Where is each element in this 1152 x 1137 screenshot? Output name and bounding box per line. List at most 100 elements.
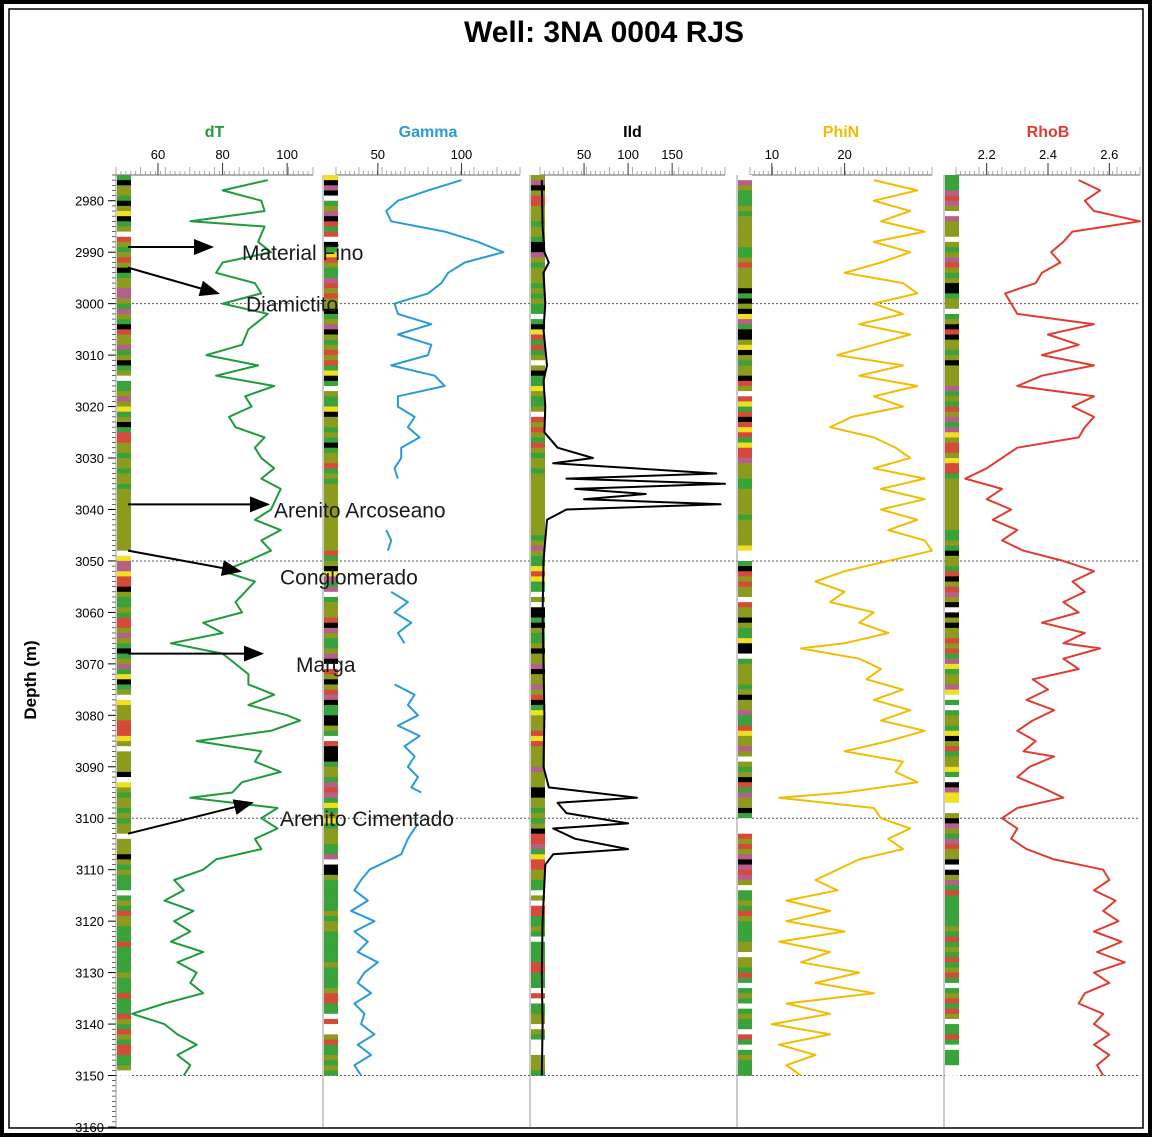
lithology-band (531, 216, 545, 222)
lithology-band (738, 535, 752, 541)
lithology-band (738, 674, 752, 680)
lithology-band (324, 936, 338, 943)
lithology-band (324, 509, 338, 515)
lithology-band (531, 283, 545, 289)
lithology-band (531, 360, 545, 366)
lithology-band (324, 432, 338, 438)
depth-tick-label: 3090 (75, 760, 104, 775)
lithology-band (738, 437, 752, 443)
lithology-band (324, 175, 338, 181)
lithology-band (531, 365, 545, 371)
lithology-band (531, 1065, 545, 1071)
lithology-band (738, 283, 752, 289)
lithology-band (324, 257, 338, 263)
lithology-band (117, 838, 131, 845)
track-phin: PhiN 10 20 (736, 124, 933, 1127)
lithology-band (945, 360, 959, 366)
lithology-band (531, 1003, 545, 1009)
lithology-band (117, 324, 131, 330)
lithology-band (117, 967, 131, 973)
lithology-band (531, 1013, 545, 1020)
lithology-band (117, 236, 131, 243)
lithology-band (324, 319, 338, 325)
lithology-band (324, 843, 338, 850)
lithology-band (738, 1013, 752, 1020)
lithology-band (117, 550, 131, 557)
lithology-band (117, 859, 131, 865)
lithology-band (738, 241, 752, 248)
lithology-band (531, 303, 545, 310)
lithology-band (945, 813, 959, 819)
lithology-band (738, 252, 752, 258)
lithology-band (531, 313, 545, 320)
lithology-band (945, 427, 959, 433)
lithology-band (945, 514, 959, 521)
lithology-band (117, 746, 131, 752)
lithology-band (324, 241, 338, 248)
lithology-band (738, 313, 752, 320)
depth-tick-label: 3150 (75, 1069, 104, 1084)
lithology-band (531, 777, 545, 783)
lithology-band (531, 864, 545, 871)
lithology-band (324, 535, 338, 541)
lithology-band (117, 849, 131, 855)
lithology-band (324, 895, 338, 901)
lithology-band (738, 982, 752, 989)
lithology-band (531, 1044, 545, 1051)
lithology-band (531, 380, 545, 387)
lithology-band (738, 591, 752, 598)
lithology-band (324, 236, 338, 243)
lithology-strip (738, 175, 752, 1076)
lithology-band (117, 921, 131, 927)
lithology-band (117, 1060, 131, 1066)
lithology-band (738, 972, 752, 979)
lithology-band (324, 252, 338, 258)
lithology-band (324, 571, 338, 577)
lithology-band (531, 931, 545, 937)
lithology-band (738, 360, 752, 366)
lithology-band (117, 581, 131, 587)
lithology-band (945, 638, 959, 644)
annotation-arrow (127, 266, 220, 297)
lithology-band (324, 586, 338, 593)
lithology-band (945, 823, 959, 829)
scale-tick-label: 50 (577, 147, 591, 162)
scale-tick-label: 10 (765, 147, 779, 162)
lithology-band (531, 648, 545, 654)
lithology-band (945, 401, 959, 407)
lithology-band (738, 329, 752, 335)
lithology-band (945, 622, 959, 629)
annotation-arrow (127, 799, 254, 835)
lithology-band (531, 524, 545, 531)
lithology-band (531, 869, 545, 876)
lithology-band (531, 782, 545, 788)
depth-tick-label: 3020 (75, 400, 104, 415)
lithology-band (738, 720, 752, 726)
lithology-band (738, 416, 752, 423)
lithology-band (738, 761, 752, 768)
lithology-band (531, 195, 545, 202)
lithology-band (945, 473, 959, 479)
lithology-band (117, 530, 131, 536)
lithology-band (324, 607, 338, 613)
lithology-band (324, 283, 338, 289)
lithology-band (324, 972, 338, 979)
lithology-band (324, 504, 338, 510)
lithology-band (738, 802, 752, 809)
lithology-band (738, 756, 752, 762)
lithology-band (945, 334, 959, 340)
lithology-band (324, 632, 338, 639)
lithology-band (531, 422, 545, 428)
lithology-band (738, 751, 752, 757)
lithology-band (324, 422, 338, 428)
scale-tick-label: 100 (451, 147, 473, 162)
lithology-band (324, 684, 338, 690)
lithology-band (324, 180, 338, 186)
lithology-band (324, 627, 338, 634)
lithology-band (117, 658, 131, 665)
lithology-band (324, 463, 338, 469)
lithology-band (738, 581, 752, 587)
lithology-band (117, 751, 131, 757)
lithology-band (945, 833, 959, 840)
